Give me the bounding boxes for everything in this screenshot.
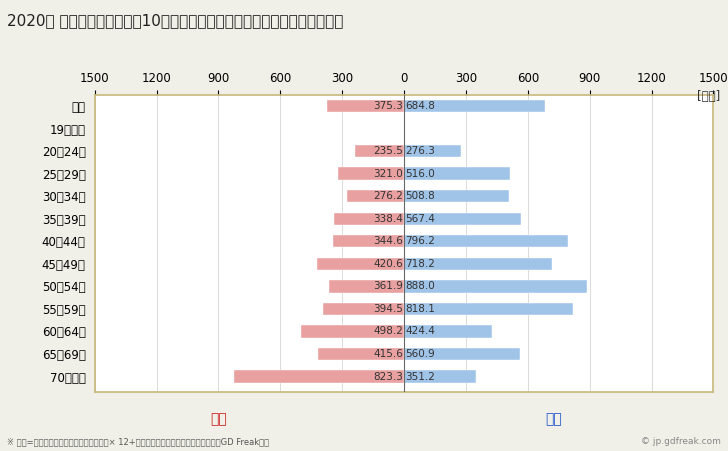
Text: 508.8: 508.8 bbox=[405, 191, 435, 201]
Text: 321.0: 321.0 bbox=[373, 169, 403, 179]
Bar bbox=[334, 212, 404, 225]
Text: 375.3: 375.3 bbox=[373, 101, 403, 111]
Text: 684.8: 684.8 bbox=[405, 101, 435, 111]
Bar bbox=[301, 325, 404, 338]
Bar bbox=[317, 258, 404, 270]
Text: ※ 年収=「きまって支給する現金給与額」× 12+「年間賞与その他特別給与額」としてGD Freak推計: ※ 年収=「きまって支給する現金給与額」× 12+「年間賞与その他特別給与額」と… bbox=[7, 437, 269, 446]
Text: [万円]: [万円] bbox=[697, 90, 721, 103]
Bar bbox=[404, 348, 520, 360]
Text: 394.5: 394.5 bbox=[373, 304, 403, 314]
Text: 415.6: 415.6 bbox=[373, 349, 403, 359]
Text: 235.5: 235.5 bbox=[373, 146, 403, 156]
Text: 567.4: 567.4 bbox=[405, 214, 435, 224]
Text: 276.3: 276.3 bbox=[405, 146, 435, 156]
Bar bbox=[338, 167, 404, 180]
Bar bbox=[404, 145, 461, 157]
Text: 2020年 民間企業（従業者数10人以上）フルタイム労働者の男女別平均年収: 2020年 民間企業（従業者数10人以上）フルタイム労働者の男女別平均年収 bbox=[7, 14, 344, 28]
Text: 361.9: 361.9 bbox=[373, 281, 403, 291]
Bar bbox=[404, 190, 509, 202]
Text: 男性: 男性 bbox=[545, 413, 562, 427]
Text: © jp.gdfreak.com: © jp.gdfreak.com bbox=[641, 437, 721, 446]
Text: 女性: 女性 bbox=[210, 413, 227, 427]
Bar bbox=[404, 100, 545, 112]
Text: 796.2: 796.2 bbox=[405, 236, 435, 246]
Text: 516.0: 516.0 bbox=[405, 169, 435, 179]
Text: 498.2: 498.2 bbox=[373, 327, 403, 336]
Text: 560.9: 560.9 bbox=[405, 349, 435, 359]
Bar bbox=[323, 303, 404, 315]
Text: 818.1: 818.1 bbox=[405, 304, 435, 314]
Text: 888.0: 888.0 bbox=[405, 281, 435, 291]
Bar bbox=[404, 212, 521, 225]
Bar bbox=[355, 145, 404, 157]
Text: 351.2: 351.2 bbox=[405, 372, 435, 382]
Bar bbox=[404, 325, 491, 338]
Bar bbox=[404, 280, 587, 293]
Bar bbox=[234, 370, 404, 383]
Bar bbox=[404, 167, 510, 180]
Text: 276.2: 276.2 bbox=[373, 191, 403, 201]
Bar bbox=[318, 348, 404, 360]
Bar bbox=[327, 100, 404, 112]
Bar bbox=[347, 190, 404, 202]
Bar bbox=[329, 280, 404, 293]
Bar bbox=[333, 235, 404, 248]
Bar bbox=[404, 258, 552, 270]
Bar bbox=[404, 370, 477, 383]
Text: 424.4: 424.4 bbox=[405, 327, 435, 336]
Text: 344.6: 344.6 bbox=[373, 236, 403, 246]
Text: 420.6: 420.6 bbox=[373, 259, 403, 269]
Text: 338.4: 338.4 bbox=[373, 214, 403, 224]
Bar bbox=[404, 235, 569, 248]
Bar bbox=[404, 303, 573, 315]
Text: 718.2: 718.2 bbox=[405, 259, 435, 269]
Text: 823.3: 823.3 bbox=[373, 372, 403, 382]
